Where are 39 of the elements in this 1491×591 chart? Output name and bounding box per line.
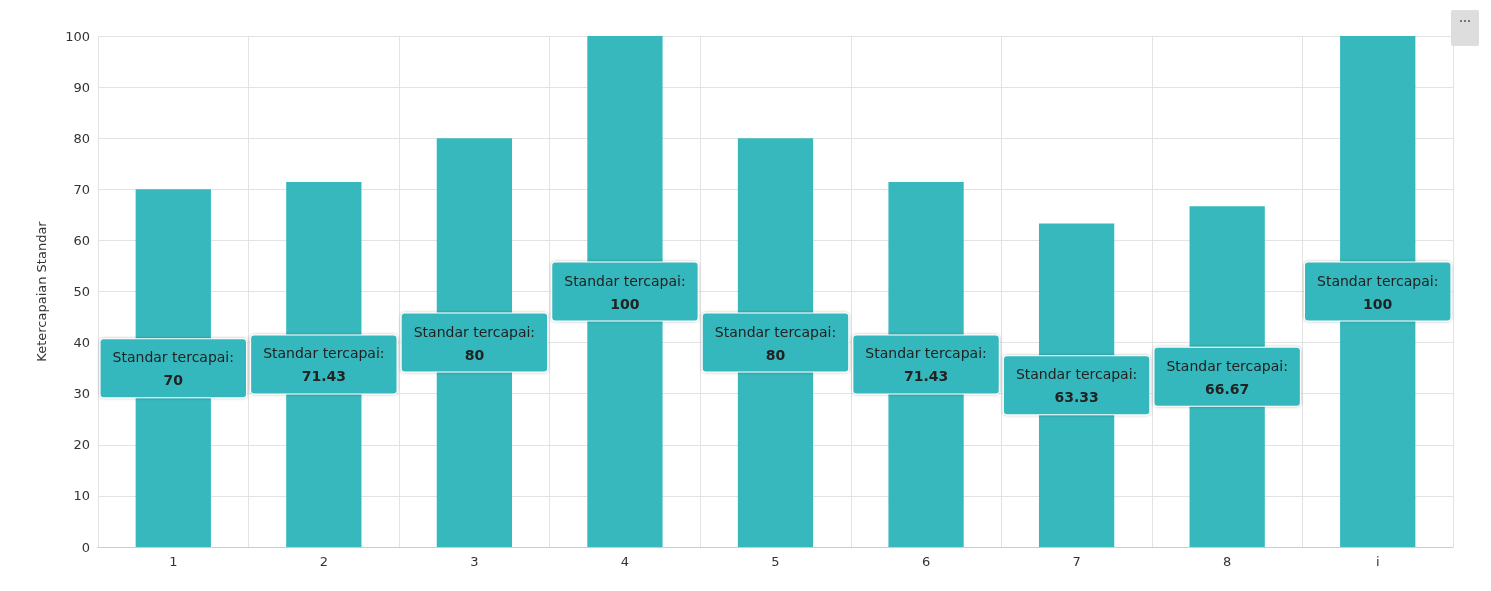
x-tick-label: 5 [771,554,780,569]
text: Standar tercapai: [413,323,536,340]
y-tick-label: 100 [65,28,90,44]
x-tick-label: i [1375,554,1380,569]
text: Standar tercapai: [865,345,987,362]
y-tick-label: 90 [73,79,90,95]
y-tick-label: 40 [73,335,90,351]
text: Standar tercapai: [112,349,234,366]
data-label: 100 [1363,295,1393,312]
y-tick-label: 0 [81,539,90,555]
text: Standar tercapai: [1317,272,1439,289]
data-label: 71.43 [903,368,949,385]
text: Standar tercapai: [263,345,385,362]
x-tick-label: 6 [921,554,931,569]
x-tick-label: 2 [319,554,328,569]
y-tick-label: 20 [73,437,90,453]
data-label: 70 [163,372,184,389]
data-label: 66.67 [1205,380,1250,397]
y-tick-label: 70 [73,181,90,197]
y-tick-label: 10 [73,488,90,504]
y-axis-title: Ketercapaian Standar [34,220,49,362]
x-tick-label: 4 [620,554,630,569]
x-tick-label: 3 [470,554,479,569]
y-tick-label: 60 [73,232,90,248]
x-tick-label: 7 [1072,554,1081,569]
x-tick-label: 1 [169,554,178,569]
y-tick-label: 50 [73,284,90,299]
data-label: 71.43 [301,368,346,385]
y-tick-label: 30 [73,386,90,402]
text: Standar tercapai: [564,272,686,289]
y-tick-label: 80 [73,130,90,146]
data-label: 100 [610,295,640,312]
data-label: 80 [464,346,485,363]
x-tick-label: 8 [1223,554,1232,569]
text: Standar tercapai: [714,323,837,340]
text: Standar tercapai: [1166,357,1288,374]
data-label: 63.33 [1054,389,1099,406]
data-label: 80 [765,346,786,363]
series-label: Standar tercapai: [1015,366,1138,383]
